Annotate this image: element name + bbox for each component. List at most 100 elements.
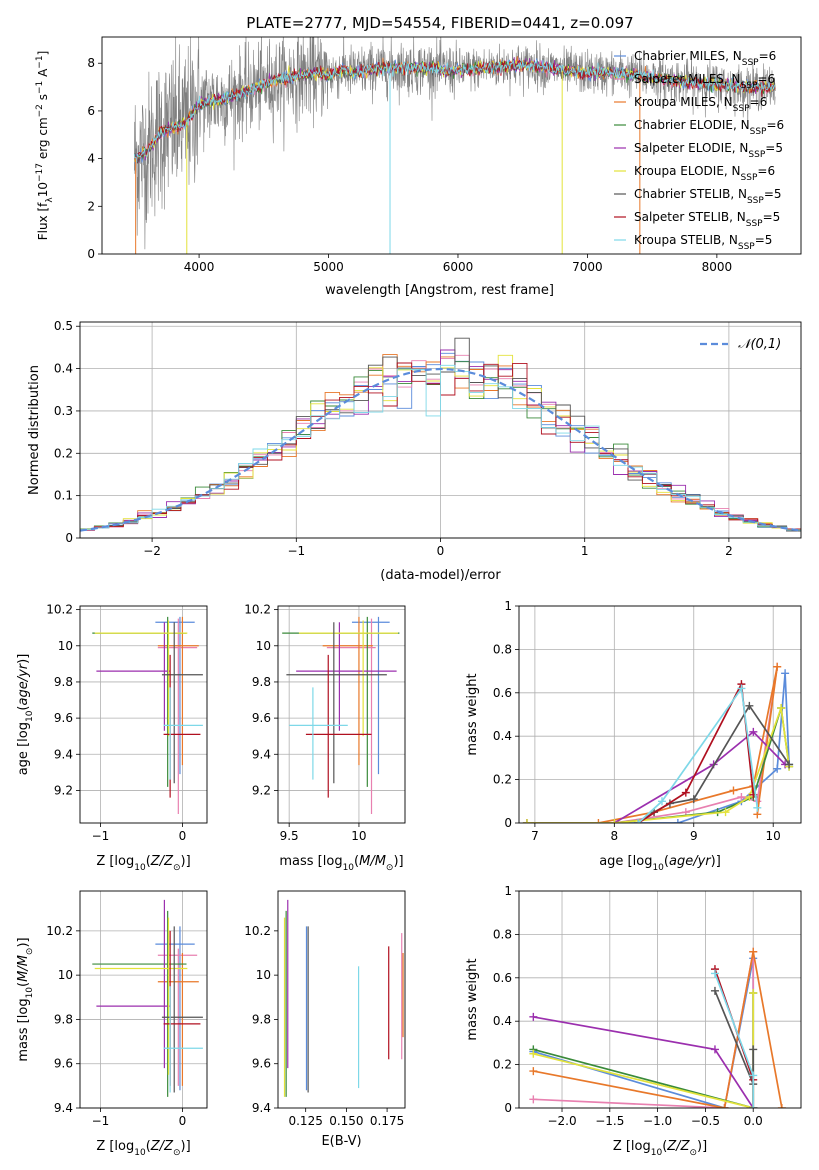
weight-marker (522, 819, 531, 823)
x-axis-label-part: 10 (652, 863, 664, 873)
y-tick-label: 1 (504, 599, 512, 613)
normal-curve (80, 367, 799, 532)
weight-line (533, 993, 755, 1108)
y-axis-label-part: 10 (25, 710, 35, 722)
x-tick-label: 0 (179, 829, 187, 843)
y-tick-label: 0.3 (54, 404, 73, 418)
legend-label: Chabrier ELODIE, NSSP=6 (634, 118, 784, 137)
legend-label-part: SSP (746, 219, 763, 229)
x-axis-label-part: ⊙ (173, 863, 181, 873)
weight-marker (529, 1049, 538, 1058)
weight-marker (721, 808, 730, 817)
y-tick-label: 0.6 (493, 971, 512, 985)
x-tick-label: 1 (581, 544, 589, 558)
x-axis-label: (data-model)/error (380, 568, 501, 583)
x-axis-label-part: 10 (343, 863, 355, 873)
axes-frame (79, 605, 208, 824)
model-line (134, 59, 776, 163)
weight-line (614, 673, 790, 823)
y-tick-label: 9.6 (54, 1057, 73, 1071)
legend-label: Kroupa ELODIE, NSSP=6 (634, 164, 775, 183)
x-axis-label-part: mass [log (279, 854, 342, 869)
legend-label: Chabrier STELIB, NSSP=5 (634, 187, 782, 206)
mass-weight-vs-metallicity-panel: −2.0 −1.5 −1.0 −0.5 0.0 0 0.2 0.4 0.6 0.8 1 Z [log1… (465, 884, 802, 1158)
weight-line (714, 973, 755, 1108)
x-axis-label: Z [log10(Z/Z⊙)] (96, 1139, 190, 1158)
weight-marker (749, 1045, 758, 1054)
y-tick-label: 0.4 (493, 729, 512, 743)
x-axis-label-part: M/M (359, 854, 386, 869)
weight-line (598, 666, 779, 823)
y-axis-label-part: −1 (35, 81, 45, 94)
legend-label-part: =5 (764, 187, 782, 201)
y-axis-label: Flux [fλ10−17 erg cm−2 s−1 A−1] (35, 51, 55, 241)
x-tick-label: −1.0 (643, 1114, 672, 1128)
y-axis-label-part: erg cm (36, 117, 50, 163)
weight-marker (529, 1095, 538, 1104)
y-tick-label: 10.2 (46, 924, 73, 938)
legend-label-part: Chabrier MILES, N (634, 49, 742, 63)
weight-line (714, 990, 755, 1085)
weight-marker (785, 760, 794, 769)
x-axis-label-part: Z/Z (150, 1139, 174, 1154)
y-axis-label-part: )] (16, 937, 31, 947)
x-axis-label-part: ( (354, 854, 359, 869)
legend-label-part: Kroupa MILES, N (634, 95, 733, 109)
x-tick-label: 8000 (702, 260, 733, 274)
x-tick-label: −2.0 (547, 1114, 576, 1128)
mass-vs-ebv-panel: 0.125 0.150 0.175 9.4 9.6 9.8 10 10.2 E(B-V) (244, 890, 406, 1149)
weight-marker (745, 701, 754, 710)
x-tick-label: 9.5 (280, 829, 299, 843)
x-tick-label: 0.125 (288, 1114, 322, 1128)
y-axis-label-part: s (36, 94, 50, 104)
legend-label-part: =5 (763, 210, 781, 224)
y-tick-label: 10.2 (46, 603, 73, 617)
legend-label-part: SSP (741, 173, 758, 183)
y-tick-label: 0 (504, 1101, 512, 1115)
y-tick-label: 0.8 (493, 927, 512, 941)
weight-marker (773, 764, 782, 773)
legend-label: Salpeter STELIB, NSSP=5 (634, 210, 780, 229)
plot-area (134, 37, 776, 254)
legend-label-part: Salpeter ELODIE, N (634, 141, 748, 155)
weight-line (533, 993, 755, 1108)
y-axis-label-part: A (36, 68, 50, 81)
x-tick-label: 0.175 (370, 1114, 404, 1128)
weight-marker (749, 1104, 758, 1108)
y-tick-label: 9.2 (54, 783, 73, 797)
y-axis-label-part: λ (45, 197, 55, 203)
y-tick-label: 1 (504, 884, 512, 898)
weight-marker (729, 786, 738, 795)
x-axis-label-part: )] (393, 854, 403, 869)
x-axis-label-part: )] (181, 1139, 191, 1154)
legend-label-part: Chabrier STELIB, N (634, 187, 747, 201)
legend-label: Salpeter MILES, NSSP=6 (634, 72, 775, 91)
x-axis-label-part: 10 (134, 863, 146, 873)
x-axis-label: Z [log10(Z/Z⊙)] (96, 854, 190, 873)
x-axis-label-part: 10 (134, 1148, 146, 1158)
y-axis-label-part: ⊙ (25, 948, 35, 956)
x-axis-label-part: ( (146, 854, 151, 869)
plot-area (92, 616, 203, 814)
x-axis-label: mass [log10(M/M⊙)] (279, 854, 403, 873)
y-tick-label: 9.6 (252, 1057, 271, 1071)
weight-marker (749, 947, 758, 956)
x-tick-label: 7 (531, 829, 539, 843)
y-tick-label: 9.6 (252, 711, 271, 725)
x-axis-label-part: ( (662, 1139, 667, 1154)
weight-marker (749, 988, 758, 997)
figure-title: PLATE=2777, MJD=54554, FIBERID=0441, z=0… (246, 14, 633, 32)
axes-frame (277, 890, 406, 1109)
y-tick-label: 10 (58, 968, 73, 982)
weight-marker (777, 703, 786, 712)
x-tick-label: −1 (92, 1114, 110, 1128)
axes-frame (277, 605, 406, 824)
y-axis-label-part: )] (16, 654, 31, 664)
x-tick-label: 9 (690, 829, 698, 843)
axes-frame (101, 36, 802, 255)
y-tick-label: 0.1 (54, 489, 73, 503)
x-axis-label-part: Z [log (96, 1139, 134, 1154)
